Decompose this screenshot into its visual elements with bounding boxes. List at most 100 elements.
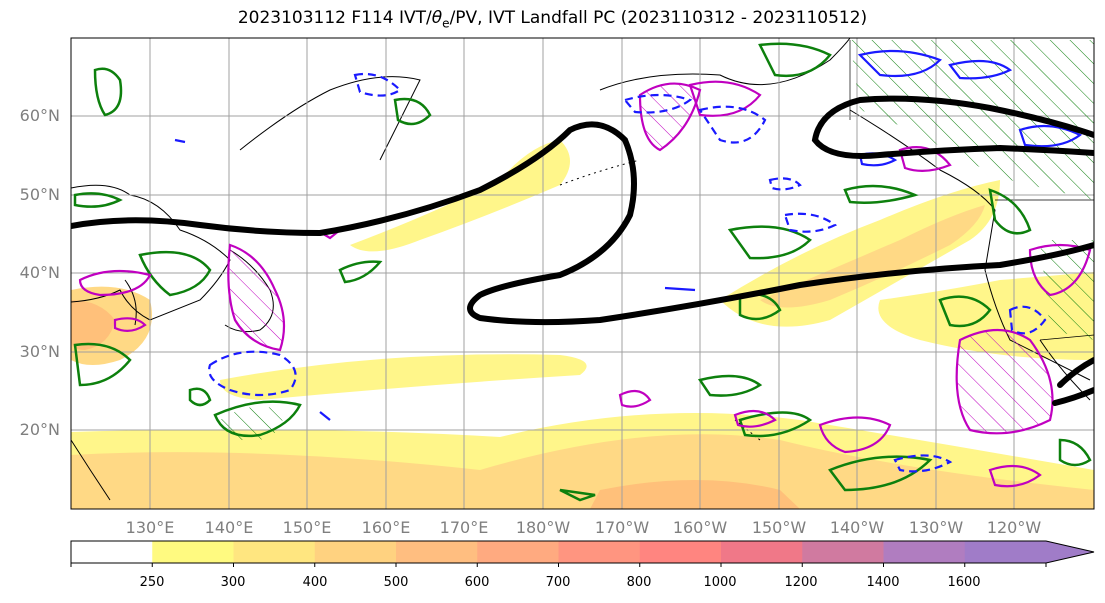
colorbar-tick-label: 1000: [703, 575, 737, 590]
hatch-green-northeast: [850, 40, 1094, 200]
pv-contour-2: [73, 192, 123, 208]
landfall-pc-contours: [71, 95, 1094, 406]
pv-contour-17: [738, 411, 813, 438]
theta-e-positive-contours: [78, 80, 1092, 488]
hatch-magenta-japan: [228, 245, 284, 350]
pv-contour-18: [559, 488, 596, 502]
lat-label-30n: 30°N: [19, 342, 60, 361]
theta-e-negative-contours: [174, 49, 1083, 473]
lon-label-160e: 160°E: [361, 518, 411, 537]
pv-contour-4: [73, 342, 132, 387]
colorbar-segment: [639, 541, 722, 563]
theta-e-contour-7: [955, 329, 1054, 435]
theta-e-contour-6: [898, 146, 952, 172]
theta-e-contour-5: [688, 80, 762, 117]
theta-e-contour-10: [733, 409, 777, 428]
colorbar-segment: [396, 541, 478, 563]
hatch-green-eastcoast: [1040, 240, 1094, 340]
pv-contour-16: [828, 455, 933, 492]
colorbar-tick-label: 250: [139, 575, 165, 590]
lon-label-170w: 170°W: [594, 518, 650, 537]
colorbar-segment: [71, 541, 153, 563]
lon-label-170e: 170°E: [439, 518, 489, 537]
ivt-band-tropics-high: [590, 480, 800, 509]
map-title: 2023103112 F114 IVT/θe/PV, IVT Landfall …: [237, 8, 868, 31]
pv-contour-12: [758, 42, 832, 77]
theta-e-neg-contour-11: [1018, 124, 1083, 148]
landfall-contour-southeast: [1052, 357, 1094, 406]
pv-contour-7: [338, 260, 383, 284]
aleutian-islands: [559, 159, 641, 186]
colorbar-segment: [477, 541, 559, 563]
theta-e-neg-contour-3: [623, 93, 693, 114]
theta-e-neg-contour-15: [319, 411, 331, 421]
coastline-alaska: [599, 38, 851, 91]
lon-label-140w: 140°W: [829, 518, 885, 537]
theta-e-contour-2: [113, 317, 147, 332]
theta-e-neg-contour-7: [893, 454, 953, 473]
pv-contours: [73, 42, 1092, 502]
lat-label-50n: 50°N: [19, 185, 60, 204]
theta-e-contour-11: [818, 416, 892, 454]
theta-e-contour-1: [78, 269, 152, 297]
lon-label-130w: 130°W: [908, 518, 964, 537]
colorbar-segment: [802, 541, 884, 563]
lon-label-180w: 180°W: [515, 518, 571, 537]
lon-label-120w: 120°W: [986, 518, 1042, 537]
coastline-korea: [124, 279, 137, 326]
theta-e-neg-contour-9: [857, 49, 942, 78]
colorbar-segment: [558, 541, 641, 563]
colorbar: [70, 540, 1095, 567]
theta-e-contour-4: [638, 82, 702, 152]
theta-e-contour-9: [618, 389, 652, 408]
pv-contour-15: [697, 374, 763, 397]
pv-contour-3: [138, 250, 212, 297]
colorbar-segment: [152, 541, 234, 563]
pv-contour-6: [213, 400, 302, 438]
plot-frame: [70, 37, 1095, 510]
landfall-contour-main: [71, 121, 1094, 326]
colorbar-tick-label: 700: [545, 575, 571, 590]
colorbar-segment: [721, 541, 803, 563]
hatch-magenta-alaska: [640, 83, 700, 150]
theta-e-neg-contour-6: [783, 212, 838, 233]
hatched-regions: [220, 40, 1094, 441]
theta-e-neg-contour-8: [1008, 305, 1047, 335]
theta-e-neg-contour-10: [948, 59, 1013, 80]
colorbar-segment: [964, 541, 1047, 563]
lat-label-20n: 20°N: [19, 420, 60, 439]
theta-e-neg-contour-13: [664, 286, 696, 292]
coastline-philippines: [71, 439, 111, 501]
lon-label-140e: 140°E: [204, 518, 254, 537]
ivt-band-tropics-mid: [71, 434, 1094, 509]
colorbar-extend-arrow: [1046, 541, 1094, 563]
colorbar-outline: [70, 540, 1095, 564]
colorbar-tick-label: 1600: [947, 575, 981, 590]
pv-contour-14: [988, 188, 1032, 235]
lon-label-150e: 150°E: [282, 518, 332, 537]
colorbar-tick-label: 1400: [866, 575, 900, 590]
pv-contour-5: [188, 387, 212, 407]
lon-label-130e: 130°E: [125, 518, 175, 537]
ivt-plume-eastasia-core: [71, 300, 115, 350]
landfall-contour-north: [811, 95, 1094, 159]
theta-e-neg-contour-4: [698, 105, 767, 144]
colorbar-segment: [883, 541, 966, 563]
lon-label-150w: 150°W: [751, 518, 807, 537]
pv-contour-1: [93, 67, 123, 117]
coastline-kamchatka: [239, 76, 421, 161]
theta-e-neg-contour-14: [174, 138, 186, 144]
lat-label-60n: 60°N: [19, 106, 60, 125]
theta-e-contour-3: [227, 243, 286, 352]
ivt-plume-kuroshio: [220, 354, 587, 400]
colorbar-tick-label: 500: [383, 575, 409, 590]
colorbar-tick-label: 300: [220, 575, 246, 590]
theta-e-contour-13: [988, 464, 1042, 488]
lon-label-160w: 160°W: [672, 518, 728, 537]
pv-contour-9: [727, 225, 812, 260]
pv-contour-11: [843, 184, 919, 204]
colorbar-tick-label: 800: [626, 575, 652, 590]
pv-contour-19: [1058, 438, 1092, 467]
pv-contour-13: [938, 295, 992, 328]
